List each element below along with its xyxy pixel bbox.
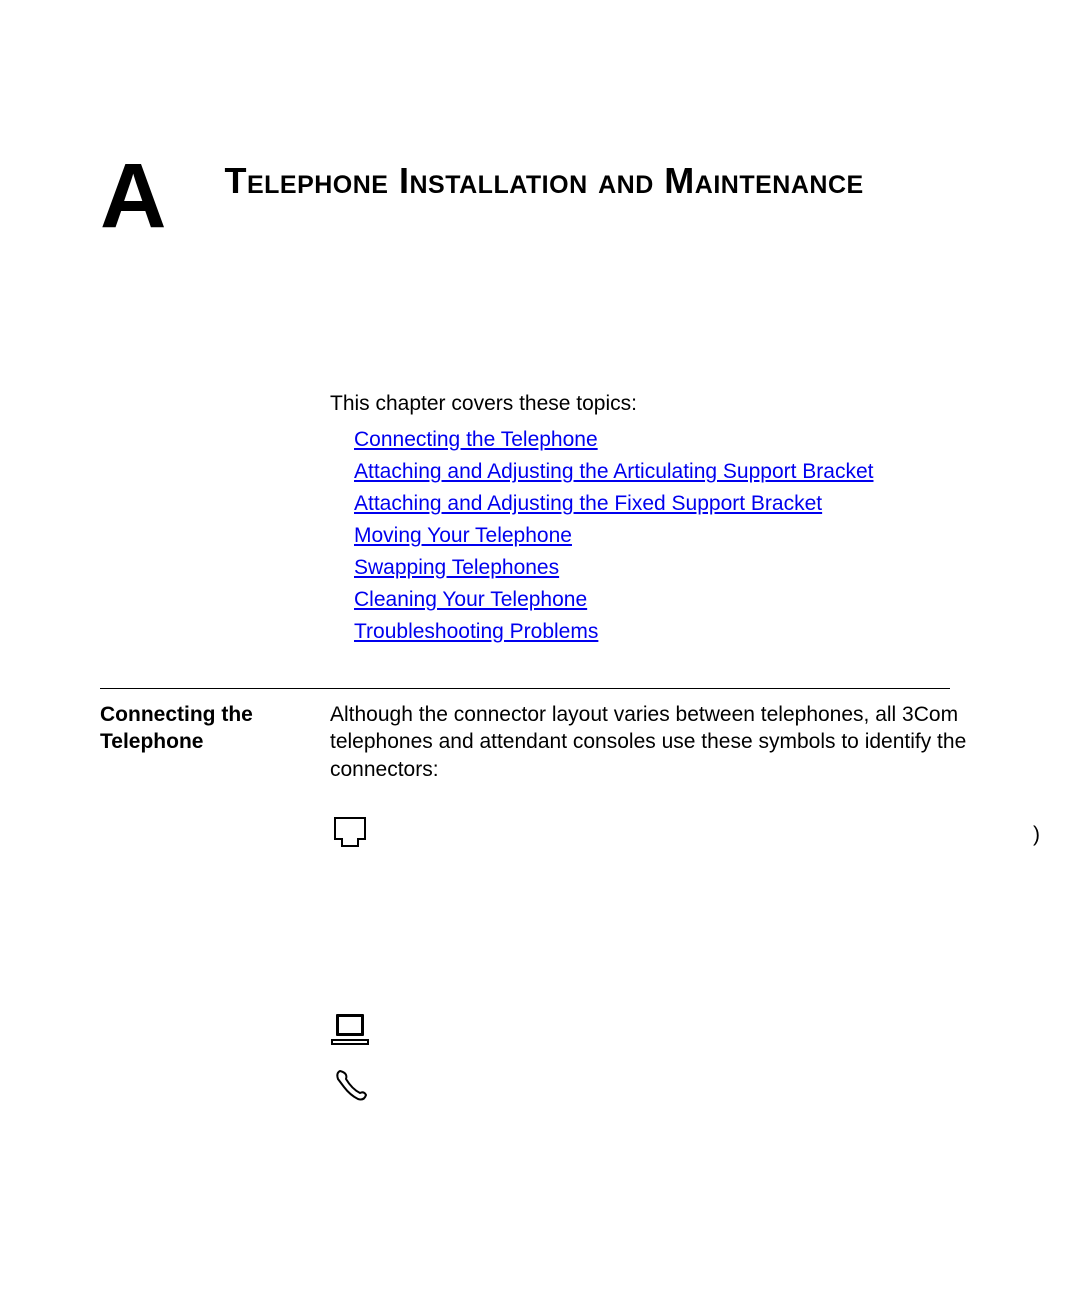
topic-list: Connecting the Telephone Attaching and A… [354,428,1050,644]
toc-link-cleaning[interactable]: Cleaning Your Telephone [354,588,587,611]
page: A Telephone Installation and Maintenance… [0,0,1080,1296]
lan-port-icon [330,813,370,858]
icon-stack [330,1010,372,1122]
intro-text: This chapter covers these topics: [330,392,1050,416]
toc-link-articulating-bracket[interactable]: Attaching and Adjusting the Articulating… [354,460,874,483]
toc-link-moving[interactable]: Moving Your Telephone [354,524,572,547]
toc-link-swapping[interactable]: Swapping Telephones [354,556,559,579]
content-column: This chapter covers these topics: Connec… [330,392,1050,644]
toc-link-connecting[interactable]: Connecting the Telephone [354,428,598,451]
chapter-header: A Telephone Installation and Maintenance [100,150,990,242]
computer-icon [330,1010,372,1055]
section-divider [100,688,950,689]
section-body: Although the connector layout varies bet… [330,701,970,783]
section-connecting: Connecting the Telephone Although the co… [100,701,990,783]
paren-text: ) [1033,823,1050,847]
toc-link-troubleshooting[interactable]: Troubleshooting Problems [354,620,598,643]
chapter-title: Telephone Installation and Maintenance [224,150,863,203]
side-heading: Connecting the Telephone [100,701,290,756]
connector-row-lan: ) [330,813,1050,858]
chapter-letter: A [100,150,164,242]
handset-icon [330,1065,372,1112]
toc-link-fixed-bracket[interactable]: Attaching and Adjusting the Fixed Suppor… [354,492,822,515]
